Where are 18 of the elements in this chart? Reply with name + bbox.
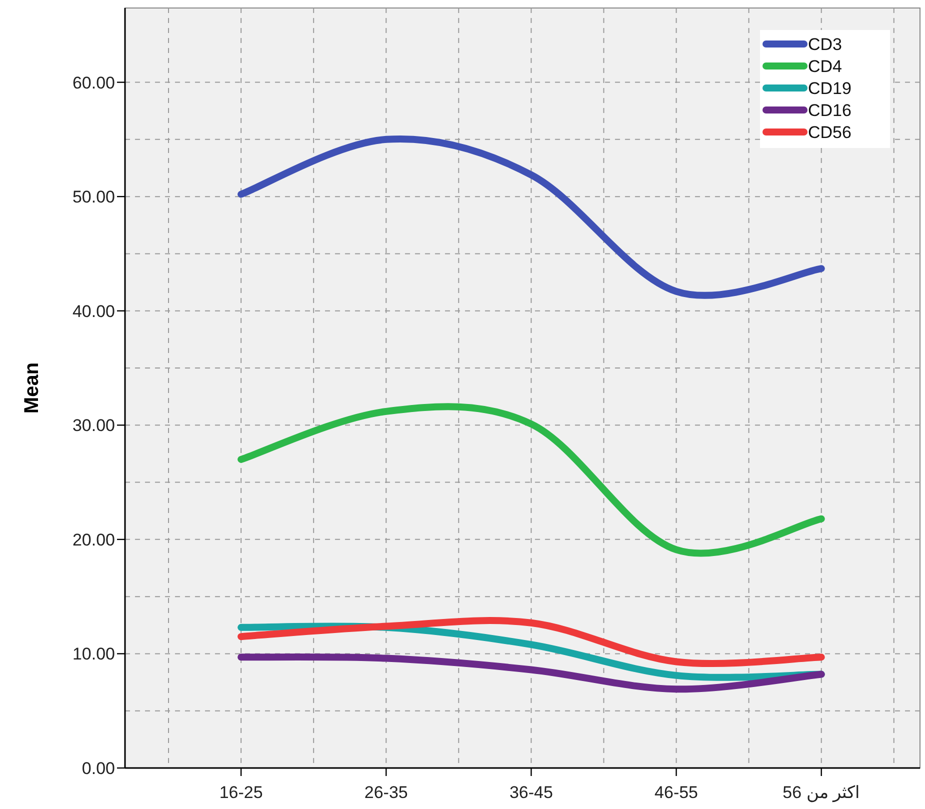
- y-tick-label: 40.00: [72, 302, 115, 321]
- x-tick-label: 36-45: [509, 783, 553, 802]
- legend-label: CD56: [808, 123, 852, 142]
- x-tick-label: 26-35: [364, 783, 408, 802]
- y-tick-label: 20.00: [72, 530, 115, 550]
- x-tick-label: 46-55: [654, 783, 698, 802]
- legend-label: CD16: [808, 101, 852, 120]
- y-tick-label: 60.00: [72, 73, 115, 92]
- legend-label: CD3: [808, 35, 842, 54]
- legend-label: CD4: [808, 57, 842, 76]
- y-axis-title: Mean: [21, 362, 43, 414]
- y-tick-label: 10.00: [72, 644, 115, 664]
- legend-label: CD19: [808, 79, 852, 98]
- x-tick-label: اكثر من 56: [782, 783, 860, 803]
- y-tick-label: 0.00: [82, 759, 115, 778]
- x-tick-label: 16-25: [219, 783, 263, 802]
- y-tick-label: 50.00: [72, 188, 115, 207]
- y-tick-label: 30.00: [72, 416, 115, 436]
